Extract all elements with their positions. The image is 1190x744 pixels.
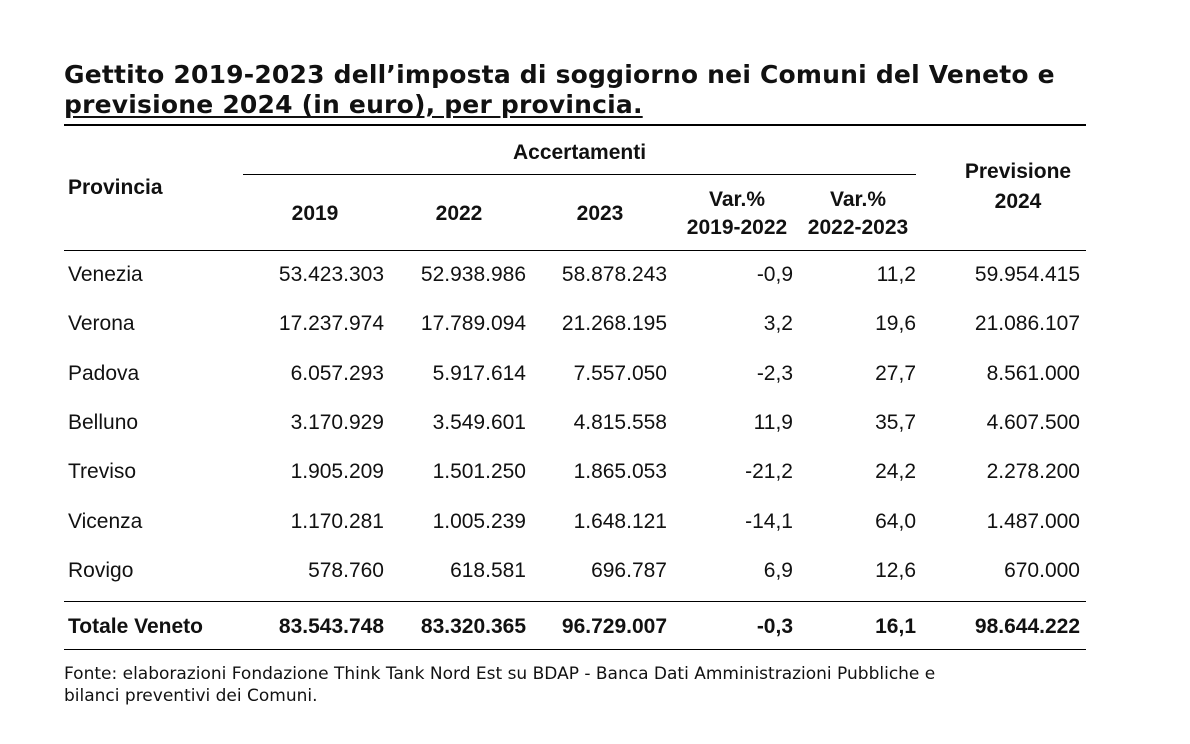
cell-previsione: 8.561.000 bbox=[986, 362, 1080, 385]
cell-previsione: 21.086.107 bbox=[974, 312, 1080, 335]
cell-provincia: Vicenza bbox=[68, 510, 143, 533]
header-2019: 2019 bbox=[291, 202, 339, 225]
cell-previsione: 4.607.500 bbox=[986, 411, 1080, 434]
cell-2019: 53.423.303 bbox=[278, 263, 384, 286]
source-note: Fonte: elaborazioni Fondazione Think Tan… bbox=[64, 663, 1174, 707]
header-previsione-bottom: 2024 bbox=[994, 190, 1042, 213]
cell-provincia-total: Totale Veneto bbox=[68, 615, 203, 638]
cell-2019: 1.905.209 bbox=[290, 460, 384, 483]
rule-bottom bbox=[64, 649, 1086, 650]
rule-total bbox=[64, 601, 1086, 602]
cell-var2: 19,6 bbox=[875, 312, 916, 335]
header-var2-top: Var.% bbox=[829, 188, 887, 211]
cell-2022: 17.789.094 bbox=[420, 312, 526, 335]
cell-provincia: Rovigo bbox=[68, 559, 134, 582]
header-var1-top: Var.% bbox=[708, 188, 766, 211]
cell-var2: 27,7 bbox=[875, 362, 916, 385]
header-accertamenti: Accertamenti bbox=[512, 141, 647, 164]
cell-2022: 52.938.986 bbox=[420, 263, 526, 286]
cell-2023: 1.648.121 bbox=[573, 510, 667, 533]
cell-2023: 1.865.053 bbox=[573, 460, 667, 483]
cell-2022: 618.581 bbox=[450, 559, 526, 582]
cell-2023: 58.878.243 bbox=[561, 263, 667, 286]
table-title: Gettito 2019-2023 dell’imposta di soggio… bbox=[64, 60, 1164, 120]
title-line-1: Gettito 2019-2023 dell’imposta di soggio… bbox=[64, 60, 1055, 89]
header-var2-bottom: 2022-2023 bbox=[807, 216, 909, 239]
cell-var1: 11,9 bbox=[753, 411, 793, 434]
source-line-2: bilanci preventivi dei Comuni. bbox=[64, 686, 318, 706]
cell-provincia: Belluno bbox=[68, 411, 139, 434]
cell-2019-total: 83.543.748 bbox=[278, 615, 384, 638]
cell-2023: 696.787 bbox=[591, 559, 667, 582]
cell-var2: 24,2 bbox=[875, 460, 916, 483]
cell-previsione: 59.954.415 bbox=[974, 263, 1080, 286]
rule-top bbox=[64, 124, 1086, 126]
cell-previsione: 2.278.200 bbox=[986, 460, 1080, 483]
cell-2022: 1.501.250 bbox=[432, 460, 526, 483]
rule-header-bottom bbox=[64, 250, 1086, 251]
cell-var1: 3,2 bbox=[763, 312, 793, 335]
cell-2019: 3.170.929 bbox=[290, 411, 384, 434]
rule-accertamenti bbox=[243, 174, 916, 175]
cell-2022: 5.917.614 bbox=[432, 362, 526, 385]
cell-2019: 1.170.281 bbox=[290, 510, 384, 533]
cell-previsione-total: 98.644.222 bbox=[974, 615, 1080, 638]
cell-var2: 64,0 bbox=[875, 510, 916, 533]
header-provincia: Provincia bbox=[68, 176, 163, 199]
source-line-1: Fonte: elaborazioni Fondazione Think Tan… bbox=[64, 664, 936, 684]
cell-2022: 1.005.239 bbox=[432, 510, 526, 533]
cell-provincia: Verona bbox=[68, 312, 135, 335]
cell-2023: 4.815.558 bbox=[573, 411, 667, 434]
cell-2023: 21.268.195 bbox=[561, 312, 667, 335]
cell-previsione: 670.000 bbox=[1004, 559, 1080, 582]
cell-var2-total: 16,1 bbox=[875, 615, 916, 638]
cell-var1: -14,1 bbox=[745, 510, 793, 533]
cell-2022-total: 83.320.365 bbox=[420, 615, 526, 638]
cell-var2: 12,6 bbox=[875, 559, 916, 582]
header-var1-bottom: 2019-2022 bbox=[686, 216, 788, 239]
cell-var1-total: -0,3 bbox=[756, 615, 793, 638]
cell-previsione: 1.487.000 bbox=[986, 510, 1080, 533]
cell-var1: -0,9 bbox=[756, 263, 793, 286]
cell-provincia: Venezia bbox=[68, 263, 143, 286]
cell-var2: 11,2 bbox=[876, 263, 916, 286]
header-2022: 2022 bbox=[435, 202, 483, 225]
cell-2019: 578.760 bbox=[308, 559, 384, 582]
cell-provincia: Padova bbox=[68, 362, 140, 385]
cell-2023: 7.557.050 bbox=[573, 362, 667, 385]
cell-var1: -2,3 bbox=[756, 362, 793, 385]
cell-var1: 6,9 bbox=[763, 559, 793, 582]
cell-2023-total: 96.729.007 bbox=[561, 615, 667, 638]
title-line-2: previsione 2024 (in euro), per provincia… bbox=[64, 90, 643, 119]
cell-2022: 3.549.601 bbox=[432, 411, 526, 434]
cell-2019: 17.237.974 bbox=[278, 312, 384, 335]
cell-var2: 35,7 bbox=[875, 411, 916, 434]
header-previsione-top: Previsione bbox=[964, 160, 1072, 183]
cell-2019: 6.057.293 bbox=[290, 362, 384, 385]
header-2023: 2023 bbox=[576, 202, 624, 225]
cell-var1: -21,2 bbox=[745, 460, 793, 483]
cell-provincia: Treviso bbox=[68, 460, 137, 483]
